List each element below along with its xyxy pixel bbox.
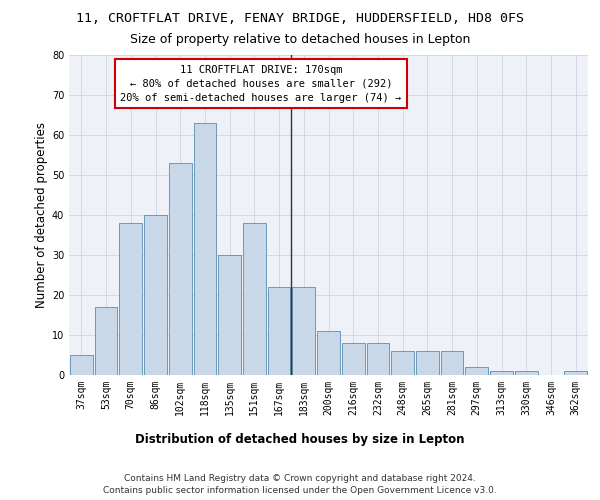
Bar: [490, 371, 513, 375]
Bar: [466, 367, 488, 375]
Bar: [416, 351, 439, 375]
Y-axis label: Number of detached properties: Number of detached properties: [35, 122, 47, 308]
Bar: [169, 163, 191, 375]
Bar: [268, 287, 290, 375]
Bar: [342, 343, 365, 375]
Bar: [70, 355, 93, 375]
Bar: [95, 307, 118, 375]
Text: 11 CROFTFLAT DRIVE: 170sqm
← 80% of detached houses are smaller (292)
20% of sem: 11 CROFTFLAT DRIVE: 170sqm ← 80% of deta…: [121, 64, 401, 102]
Text: Distribution of detached houses by size in Lepton: Distribution of detached houses by size …: [135, 432, 465, 446]
Text: Contains HM Land Registry data © Crown copyright and database right 2024.
Contai: Contains HM Land Registry data © Crown c…: [103, 474, 497, 495]
Bar: [243, 223, 266, 375]
Bar: [144, 215, 167, 375]
Bar: [292, 287, 315, 375]
Bar: [317, 331, 340, 375]
Bar: [515, 371, 538, 375]
Bar: [391, 351, 414, 375]
Text: 11, CROFTFLAT DRIVE, FENAY BRIDGE, HUDDERSFIELD, HD8 0FS: 11, CROFTFLAT DRIVE, FENAY BRIDGE, HUDDE…: [76, 12, 524, 26]
Bar: [119, 223, 142, 375]
Text: Size of property relative to detached houses in Lepton: Size of property relative to detached ho…: [130, 32, 470, 46]
Bar: [194, 123, 216, 375]
Bar: [367, 343, 389, 375]
Bar: [441, 351, 463, 375]
Bar: [218, 255, 241, 375]
Bar: [564, 371, 587, 375]
